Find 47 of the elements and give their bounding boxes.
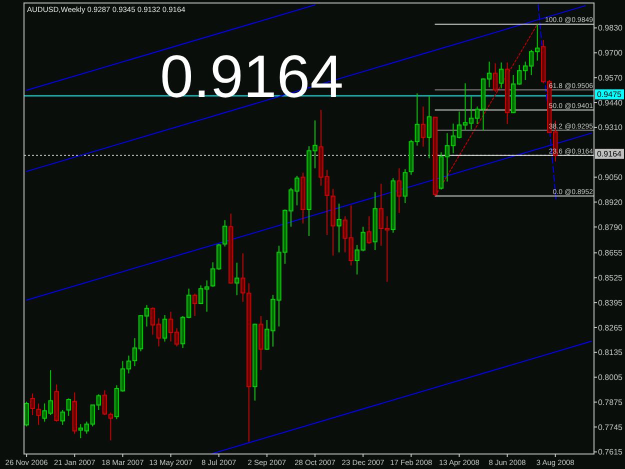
candlestick (390, 178, 396, 234)
candlestick (30, 393, 35, 416)
candlestick (300, 172, 306, 224)
y-tick-label: 0.8655 (598, 248, 624, 258)
y-tick-label: 0.9700 (598, 48, 624, 58)
y-tick-label: 0.8395 (598, 298, 624, 308)
candlestick (336, 203, 342, 253)
ref-line-label: 0.9164 (597, 150, 622, 159)
candlestick (402, 168, 408, 204)
y-tick-label: 0.8005 (598, 373, 624, 382)
y-tick-label: 0.9570 (598, 73, 624, 82)
annotation: 0.9164 (160, 43, 344, 110)
candlestick (66, 398, 71, 416)
candlestick (258, 315, 264, 370)
y-tick-label: 0.7615 (598, 448, 624, 457)
y-tick-label: 0.8920 (598, 198, 624, 207)
candlestick (24, 401, 29, 427)
y-tick-label: 0.8790 (598, 222, 624, 232)
y-tick-label: 0.9830 (598, 24, 624, 33)
candlestick (36, 402, 41, 426)
candlestick (372, 192, 378, 250)
candlestick (222, 220, 228, 247)
y-tick-label: 0.8135 (598, 348, 624, 358)
candlestick (432, 116, 438, 196)
candlestick (60, 409, 65, 426)
candlestick (162, 314, 168, 342)
candlestick (366, 216, 372, 245)
candlestick (420, 106, 426, 148)
candlestick (228, 213, 234, 284)
y-tick-label: 0.9310 (598, 123, 624, 132)
y-tick-label: 0.8265 (598, 323, 624, 332)
ref-line-label: 0.9475 (597, 90, 622, 100)
candlestick (504, 62, 510, 124)
candlestick (396, 168, 402, 214)
candlestick (54, 384, 59, 422)
candlestick (192, 293, 198, 316)
candlestick (426, 96, 432, 159)
y-tick-label: 0.8525 (598, 273, 624, 282)
y-tick-label: 0.9050 (598, 173, 624, 182)
y-tick-label: 0.7745 (598, 422, 624, 432)
candlestick (498, 62, 504, 89)
y-tick-label: 0.7875 (598, 398, 624, 407)
y-tick-label: 0.9440 (598, 98, 624, 108)
candlestick (234, 262, 240, 296)
candlestick (492, 62, 498, 92)
candlestick (72, 392, 78, 434)
candlestick (252, 323, 258, 402)
